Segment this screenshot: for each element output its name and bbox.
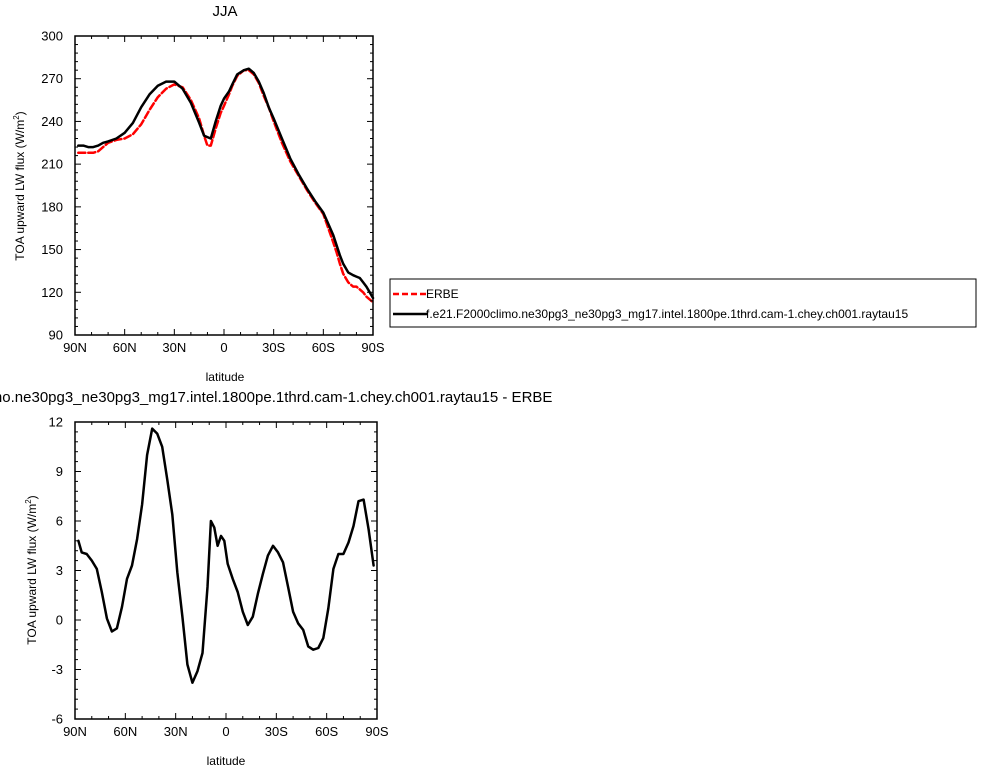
top-chart-panel: JJA 90N 60N 30N 0 30S 60S 90S 90 120 150 180 210 240… [12,3,977,384]
top-chart-y-tick-label: 240 [41,114,63,129]
top-chart-y-tick-label: 300 [41,29,63,44]
legend-model-label: f.e21.F2000climo.ne30pg3_ne30pg3_mg17.in… [426,307,908,321]
top-chart-x-tick-label: 60S [312,340,335,355]
bottom-chart-y-axis-title: TOA upward LW flux (W/m2) [24,495,39,644]
top-chart-y-tick-label: 270 [41,71,63,86]
legend-erbe-label: ERBE [426,287,459,301]
bottom-chart-x-tick-label: 90S [365,724,388,739]
bottom-chart-y-tick-label: -6 [51,712,63,727]
top-chart-title: JJA [212,3,237,20]
bottom-chart-y-tick-label: 6 [56,514,63,529]
legend-box [389,278,977,328]
top-chart-x-tick-label: 60N [113,340,137,355]
top-chart-y-tick-label: 150 [41,242,63,257]
top-chart-frame [74,35,374,336]
top-chart-y-tick-label: 210 [41,157,63,172]
top-chart-x-tick-label: 30S [262,340,285,355]
top-chart-x-tick-label: 30N [162,340,186,355]
top-chart-series-1-line [77,68,375,304]
bottom-chart-x-tick-label: 0 [222,724,229,739]
top-chart-x-tick-label: 0 [220,340,227,355]
bottom-chart-series-1-line [77,427,375,684]
top-chart-y-tick-label: 180 [41,199,63,214]
top-chart-series-2-line [77,67,375,300]
top-chart-y-tick-label: 90 [49,328,63,343]
bottom-chart-panel: f.e21.F2000climo.ne30pg3_ne30pg3_mg17.in… [0,389,552,768]
bottom-chart-title: f.e21.F2000climo.ne30pg3_ne30pg3_mg17.in… [0,389,552,406]
bottom-chart-series-group [77,427,375,684]
top-chart-series-group [77,67,375,304]
top-chart-x-tick-label: 90S [361,340,384,355]
bottom-chart-y-tick-label: 12 [49,415,63,430]
bottom-chart-y-tick-label: 3 [56,563,63,578]
top-chart-y-axis-title: TOA upward LW flux (W/m2) [12,111,27,260]
bottom-chart-x-axis-title: latitude [207,754,246,768]
top-chart-x-axis-title: latitude [206,370,245,384]
top-chart-x-tick-label: 90N [63,340,87,355]
bottom-chart-y-tick-label: 9 [56,464,63,479]
bottom-chart-y-tick-label: -3 [51,662,63,677]
bottom-chart-frame [74,421,378,720]
bottom-chart-x-tick-label: 30S [265,724,288,739]
top-chart-ticks: 90N 60N 30N 0 30S 60S 90S 90 120 150 180 210 240 270 3… [41,29,385,356]
bottom-chart-ticks: 90N 60N 30N 0 30S 60S 90S -6 -3 0 3 6 9 12 [49,415,389,740]
bottom-chart-x-tick-label: 60N [113,724,137,739]
bottom-chart-x-tick-label: 30N [164,724,188,739]
bottom-chart-x-tick-label: 90N [63,724,87,739]
top-chart-legend: ERBE f.e21.F2000climo.ne30pg3_ne30pg3_mg… [389,278,977,328]
bottom-chart-x-tick-label: 60S [315,724,338,739]
top-chart-y-tick-label: 120 [41,285,63,300]
bottom-chart-y-tick-label: 0 [56,613,63,628]
